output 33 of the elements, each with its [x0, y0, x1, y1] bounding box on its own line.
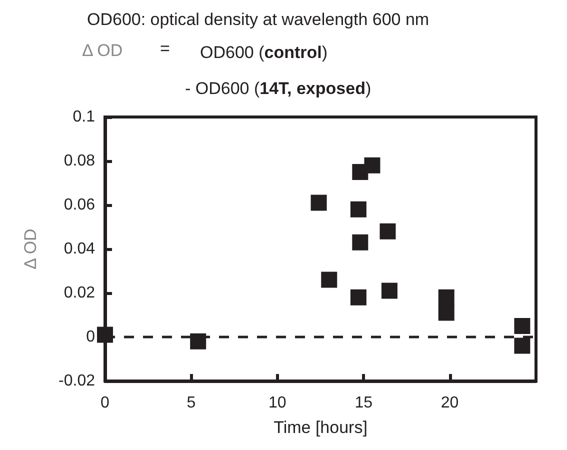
x-tick-label: 0: [100, 394, 110, 412]
y-tick-label: 0.08: [64, 152, 96, 170]
text: - OD600 (14T, exposed): [185, 79, 372, 98]
y-tick-label: -0.02: [58, 372, 96, 390]
x-tick-label: 20: [440, 394, 459, 412]
point: [190, 333, 206, 350]
point: [364, 157, 380, 174]
point: [438, 289, 454, 306]
point: [381, 282, 398, 299]
y-tick-label: 0: [86, 328, 96, 346]
point: [380, 223, 396, 240]
point: [352, 234, 368, 250]
point: [350, 201, 366, 218]
y-tick-label: 0.06: [64, 196, 96, 214]
point: [310, 194, 327, 211]
x-tick-label: 15: [354, 394, 373, 412]
point: [321, 272, 338, 288]
x-tick-label: 5: [186, 394, 196, 412]
y-tick-label: 0.1: [72, 108, 96, 126]
point: [97, 326, 113, 343]
chart-title: OD600: optical density at wavelength 600 nm: [87, 10, 430, 29]
point: [350, 289, 366, 306]
point: [514, 338, 530, 354]
text: =: [160, 39, 170, 58]
y-tick-label: 0.04: [64, 240, 96, 258]
point: [438, 304, 454, 321]
x-axis-title: Time [hours]: [274, 418, 368, 437]
x-tick-label: 10: [268, 394, 286, 412]
point: [514, 318, 530, 334]
y-tick-label: 0.02: [64, 284, 96, 302]
text: Δ OD: [82, 41, 123, 60]
text: OD600 (control): [200, 43, 328, 62]
y-axis-title: Δ OD: [21, 228, 40, 270]
